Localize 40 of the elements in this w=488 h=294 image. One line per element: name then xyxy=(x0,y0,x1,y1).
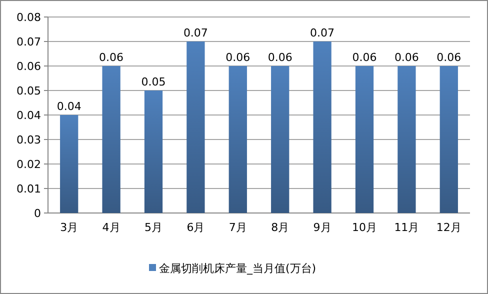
y-tick-label: 0.04 xyxy=(16,108,41,122)
x-tick-label: 5月 xyxy=(144,221,162,234)
y-tick-label: 0.06 xyxy=(16,60,41,73)
y-tick-label: 0.01 xyxy=(16,182,41,196)
data-label: 0.07 xyxy=(310,26,335,40)
x-tick-label: 6月 xyxy=(186,221,205,234)
x-tick-label: 9月 xyxy=(313,221,332,234)
bar xyxy=(355,66,374,213)
x-tick-label: 7月 xyxy=(228,221,247,234)
bar xyxy=(144,90,163,213)
y-tick-label: 0.07 xyxy=(16,35,41,48)
x-tick-label: 4月 xyxy=(102,221,120,234)
x-tick-label: 3月 xyxy=(60,221,78,234)
bar xyxy=(398,66,416,213)
bar xyxy=(186,42,205,213)
bar xyxy=(440,66,458,213)
x-tick-label: 12月 xyxy=(436,221,462,234)
y-tick-label: 0.02 xyxy=(16,158,41,171)
legend-label: 金属切削机床产量_当月值(万台) xyxy=(159,262,316,275)
data-label: 0.07 xyxy=(183,26,208,40)
bar xyxy=(271,66,290,213)
data-label: 0.06 xyxy=(226,51,250,64)
x-tick-label: 10月 xyxy=(352,221,377,234)
bar xyxy=(228,66,247,213)
bar xyxy=(60,115,78,213)
bar xyxy=(313,42,332,213)
y-tick-label: 0 xyxy=(34,206,41,220)
data-label: 0.06 xyxy=(394,51,419,64)
bar xyxy=(102,66,120,213)
y-tick-label: 0.03 xyxy=(16,133,41,146)
data-label: 0.06 xyxy=(352,51,377,64)
x-tick-label: 8月 xyxy=(271,221,290,234)
x-tick-label: 11月 xyxy=(394,221,420,234)
data-label: 0.06 xyxy=(268,51,292,64)
data-label: 0.06 xyxy=(99,51,124,64)
data-label: 0.05 xyxy=(141,76,166,88)
data-label: 0.06 xyxy=(436,51,462,64)
y-tick-label: 0.08 xyxy=(16,10,41,24)
y-tick-label: 0.05 xyxy=(16,84,41,98)
data-label: 0.04 xyxy=(56,100,82,113)
